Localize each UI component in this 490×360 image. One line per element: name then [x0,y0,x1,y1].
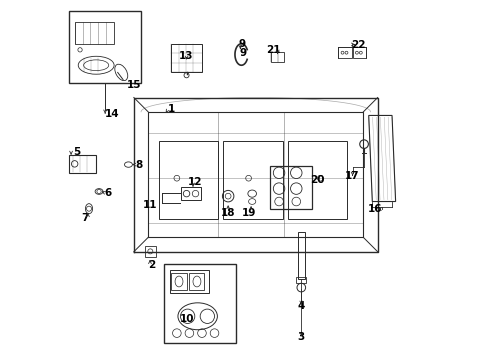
Text: 13: 13 [179,51,194,61]
Bar [288,140,347,220]
Text: 1: 1 [168,104,175,114]
Text: 22: 22 [351,40,365,50]
Bar [270,166,313,209]
Bar [271,52,285,62]
Text: 20: 20 [310,175,325,185]
Text: 16: 16 [368,204,382,215]
Bar [159,140,218,220]
Bar [145,246,156,257]
Text: 18: 18 [221,208,236,218]
Bar [69,155,96,173]
Text: 11: 11 [143,200,157,210]
Text: 14: 14 [105,109,120,119]
Text: 9: 9 [240,48,247,58]
Text: 6: 6 [104,188,112,198]
Bar [223,140,283,220]
Text: 21: 21 [266,45,280,55]
Text: 19: 19 [242,208,256,218]
Text: 10: 10 [180,314,194,324]
Bar [353,47,366,58]
Text: 2: 2 [148,260,155,270]
Text: 4: 4 [297,301,305,311]
Bar [338,47,352,58]
Text: 3: 3 [298,332,305,342]
Bar [298,232,304,279]
Bar [172,44,202,72]
Text: 7: 7 [82,213,89,222]
Text: 17: 17 [345,171,360,181]
Text: 5: 5 [73,147,80,157]
Bar [170,270,209,293]
Text: 8: 8 [135,159,142,170]
Text: 9: 9 [239,40,246,49]
Bar [190,273,204,290]
Bar [172,273,187,290]
Bar [296,277,306,283]
Bar [164,264,236,343]
Bar [74,22,114,44]
Bar [69,12,141,83]
Text: 12: 12 [188,177,203,187]
Text: 15: 15 [126,80,141,90]
Bar [181,187,201,201]
